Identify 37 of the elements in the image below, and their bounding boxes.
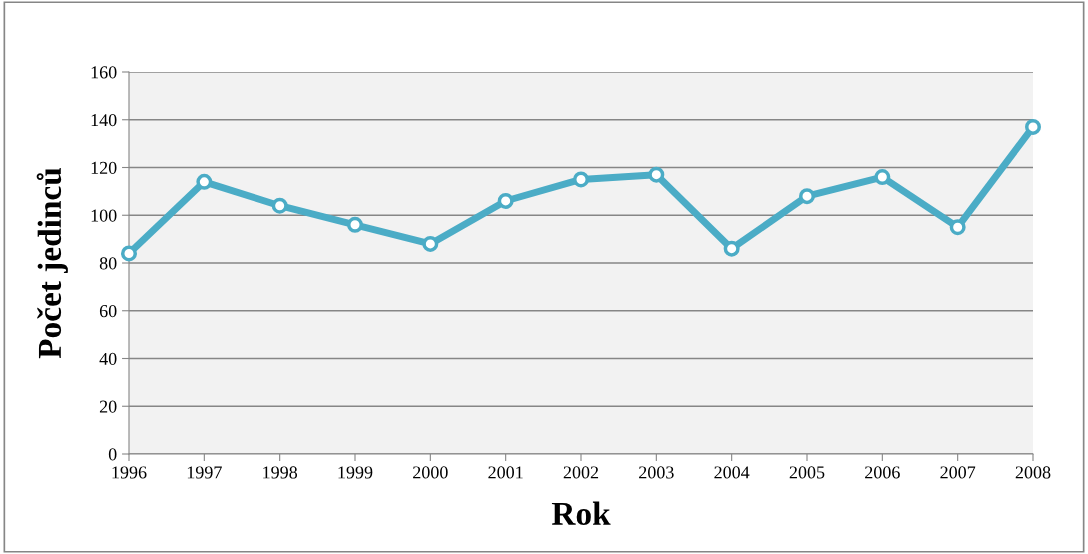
- x-tick-label: 2005: [789, 466, 825, 479]
- x-tick-label: 1997: [187, 466, 222, 479]
- x-tick-label: 2000: [413, 466, 448, 479]
- y-tick-label: 0: [108, 448, 117, 461]
- point: [799, 188, 815, 205]
- y-tick-label: 140: [91, 114, 117, 127]
- y-tick-label: 100: [91, 209, 117, 222]
- x-tick-label: 2003: [639, 466, 674, 479]
- y-tick-label: 40: [99, 352, 117, 365]
- point: [196, 173, 213, 190]
- point: [949, 219, 966, 236]
- x-tick-label: 2006: [865, 466, 900, 479]
- y-tick-label: 80: [99, 257, 117, 270]
- point: [271, 197, 288, 214]
- x-tick-label: 1996: [112, 466, 147, 479]
- point: [347, 216, 363, 233]
- x-tick-label: 2008: [1015, 466, 1051, 479]
- y-axis-title: Počet jedinců: [36, 168, 68, 359]
- y-tick-label: 120: [91, 161, 117, 174]
- point: [723, 240, 740, 257]
- point: [422, 235, 439, 252]
- point: [497, 192, 514, 209]
- y-tick-label: 160: [91, 66, 117, 79]
- point: [573, 171, 589, 188]
- point: [648, 166, 665, 183]
- x-tick-label: 2007: [940, 466, 976, 479]
- point: [121, 245, 137, 262]
- x-tick-label: 2001: [488, 466, 523, 479]
- y-tick-label: 20: [99, 400, 117, 413]
- x-tick-label: 1999: [338, 466, 373, 479]
- x-axis-title: Rok: [551, 501, 611, 526]
- point: [1025, 118, 1041, 135]
- x-tick-label: 2004: [714, 466, 750, 479]
- point: [874, 169, 891, 186]
- x-tick-label: 2002: [563, 466, 599, 479]
- x-tick-label: 1998: [263, 466, 298, 479]
- y-tick-label: 60: [99, 305, 117, 318]
